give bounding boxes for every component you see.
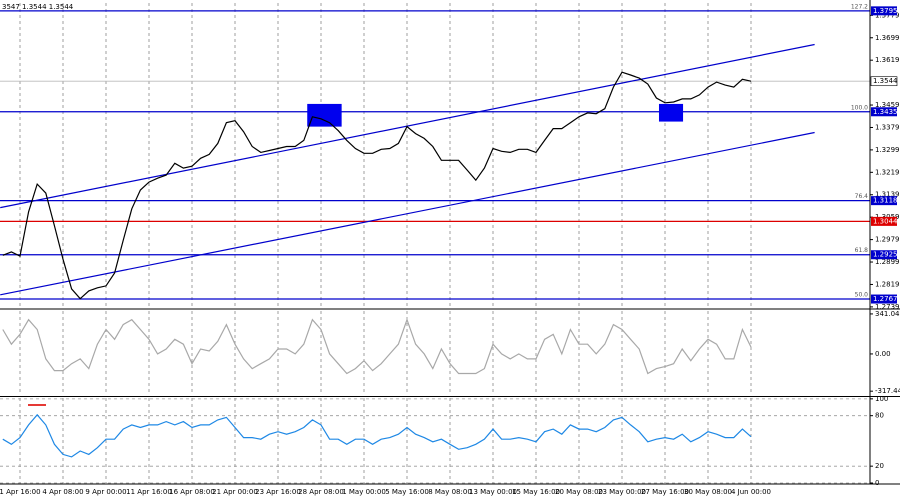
y-tick-label: 80	[875, 412, 884, 420]
y-tick-label: 1.3219	[875, 168, 900, 176]
y-tick-label: 100	[875, 395, 888, 403]
x-tick-label: 27 May 16:00	[641, 488, 689, 496]
x-tick-label: 30 May 08:00	[684, 488, 732, 496]
y-tick-label: 1.2979	[875, 236, 900, 244]
trendline	[0, 131, 815, 296]
level-name: 127.2	[851, 3, 868, 10]
y-tick-label: 341.0423	[875, 310, 900, 318]
x-tick-label: 15 May 16:00	[512, 488, 560, 496]
x-tick-label: 4 Jun 00:00	[731, 488, 771, 496]
level-name: 100.0	[851, 104, 868, 111]
x-tick-label: 20 May 08:00	[555, 488, 603, 496]
x-tick-label: 23 May 00:00	[598, 488, 646, 496]
series-line	[2, 413, 752, 458]
price-tag	[871, 196, 897, 206]
x-tick-label: 5 May 16:00	[385, 488, 429, 496]
x-tick-label: 4 Apr 08:00	[42, 488, 83, 496]
price-tag	[870, 76, 898, 87]
price-tag-label: 1.2767	[873, 295, 898, 303]
y-tick-label: 20	[875, 462, 884, 470]
level-name: 76.4	[855, 193, 869, 200]
x-tick-label: 1 Apr 16:00	[0, 488, 41, 496]
zone	[658, 103, 684, 122]
x-tick-label: 23 Apr 16:00	[255, 488, 301, 496]
price-tag-label: 1.3435	[873, 108, 898, 116]
x-tick-label: 13 May 00:00	[469, 488, 517, 496]
price-tag	[871, 216, 897, 226]
x-tick-label: 8 May 08:00	[428, 488, 472, 496]
y-tick-label: 1.2899	[875, 258, 900, 266]
panel	[0, 10, 870, 300]
price-tag	[871, 107, 897, 117]
price-tag	[871, 250, 897, 260]
y-tick-label: 1.3379	[875, 123, 900, 131]
marks-layer	[0, 10, 870, 458]
x-tick-label: 1 May 00:00	[342, 488, 386, 496]
y-tick-label: 1.3299	[875, 146, 900, 154]
x-tick-label: 9 Apr 00:00	[85, 488, 126, 496]
y-tick-label: 1.3699	[875, 34, 900, 42]
y-tick-label: 1.3139	[875, 191, 900, 199]
level-name: 61.8	[855, 247, 869, 254]
price-tag-label: 1.3795	[873, 7, 898, 15]
price-tag-label: 1.3118	[873, 197, 898, 205]
trendline	[0, 43, 815, 209]
y-tick-label: 1.3459	[875, 101, 900, 109]
y-tick-label: 1.2739	[875, 303, 900, 311]
panel	[2, 317, 752, 375]
x-tick-label: 21 Apr 00:00	[212, 488, 258, 496]
x-tick-label: 16 Apr 08:00	[169, 488, 215, 496]
price-tag	[871, 294, 897, 304]
label-layer: 1 Apr 16:00 4 Apr 08:00 9 Apr 00:00 11 Apr …	[0, 3, 900, 496]
y-tick-label: 0	[875, 479, 879, 487]
price-tag-label: 1.3544	[873, 77, 898, 85]
y-tick-label: 1.2819	[875, 280, 900, 288]
x-tick-label: 11 Apr 16:00	[126, 488, 172, 496]
y-tick-label: 0.00	[875, 350, 891, 358]
series-line	[2, 71, 752, 300]
chart-title: 3547 1.3544 1.3544	[2, 3, 74, 11]
panel	[2, 413, 752, 458]
grid-layer	[0, 3, 873, 484]
y-tick-label: -317.444	[875, 387, 900, 395]
level-name: 50.0	[855, 292, 869, 299]
price-tag-label: 1.2925	[873, 251, 898, 259]
zone	[307, 103, 342, 127]
series-line	[2, 317, 752, 375]
price-tag-label: 1.3044	[873, 217, 898, 225]
price-tag	[871, 6, 897, 16]
y-tick-label: 1.3619	[875, 56, 900, 64]
x-tick-label: 28 Apr 08:00	[298, 488, 344, 496]
